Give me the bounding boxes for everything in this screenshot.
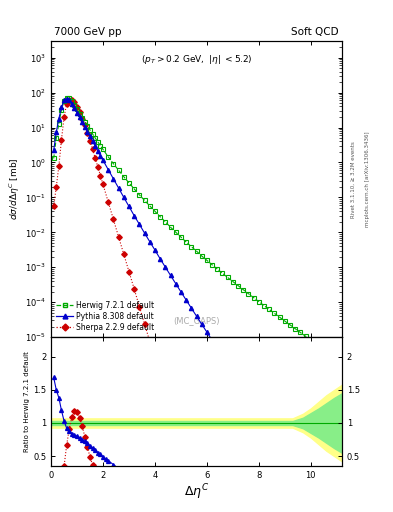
Text: Rivet 3.1.10, ≥ 3.2M events: Rivet 3.1.10, ≥ 3.2M events bbox=[351, 141, 356, 218]
Y-axis label: Ratio to Herwig 7.2.1 default: Ratio to Herwig 7.2.1 default bbox=[24, 351, 30, 452]
Text: (MC_GAPS): (MC_GAPS) bbox=[173, 316, 220, 325]
Text: $(p_T > 0.2\ \mathrm{GeV},\ |\eta|\ < 5.2)$: $(p_T > 0.2\ \mathrm{GeV},\ |\eta|\ < 5.… bbox=[141, 53, 252, 66]
Text: Soft QCD: Soft QCD bbox=[291, 27, 339, 36]
X-axis label: $\Delta\eta^{C}$: $\Delta\eta^{C}$ bbox=[184, 482, 209, 502]
Text: mcplots.cern.ch [arXiv:1306.3436]: mcplots.cern.ch [arXiv:1306.3436] bbox=[365, 132, 371, 227]
Y-axis label: $d\sigma/d\Delta\eta^{C}$ [mb]: $d\sigma/d\Delta\eta^{C}$ [mb] bbox=[8, 158, 22, 220]
Legend: Herwig 7.2.1 default, Pythia 8.308 default, Sherpa 2.2.9 default: Herwig 7.2.1 default, Pythia 8.308 defau… bbox=[55, 300, 156, 333]
Text: 7000 GeV pp: 7000 GeV pp bbox=[54, 27, 121, 36]
